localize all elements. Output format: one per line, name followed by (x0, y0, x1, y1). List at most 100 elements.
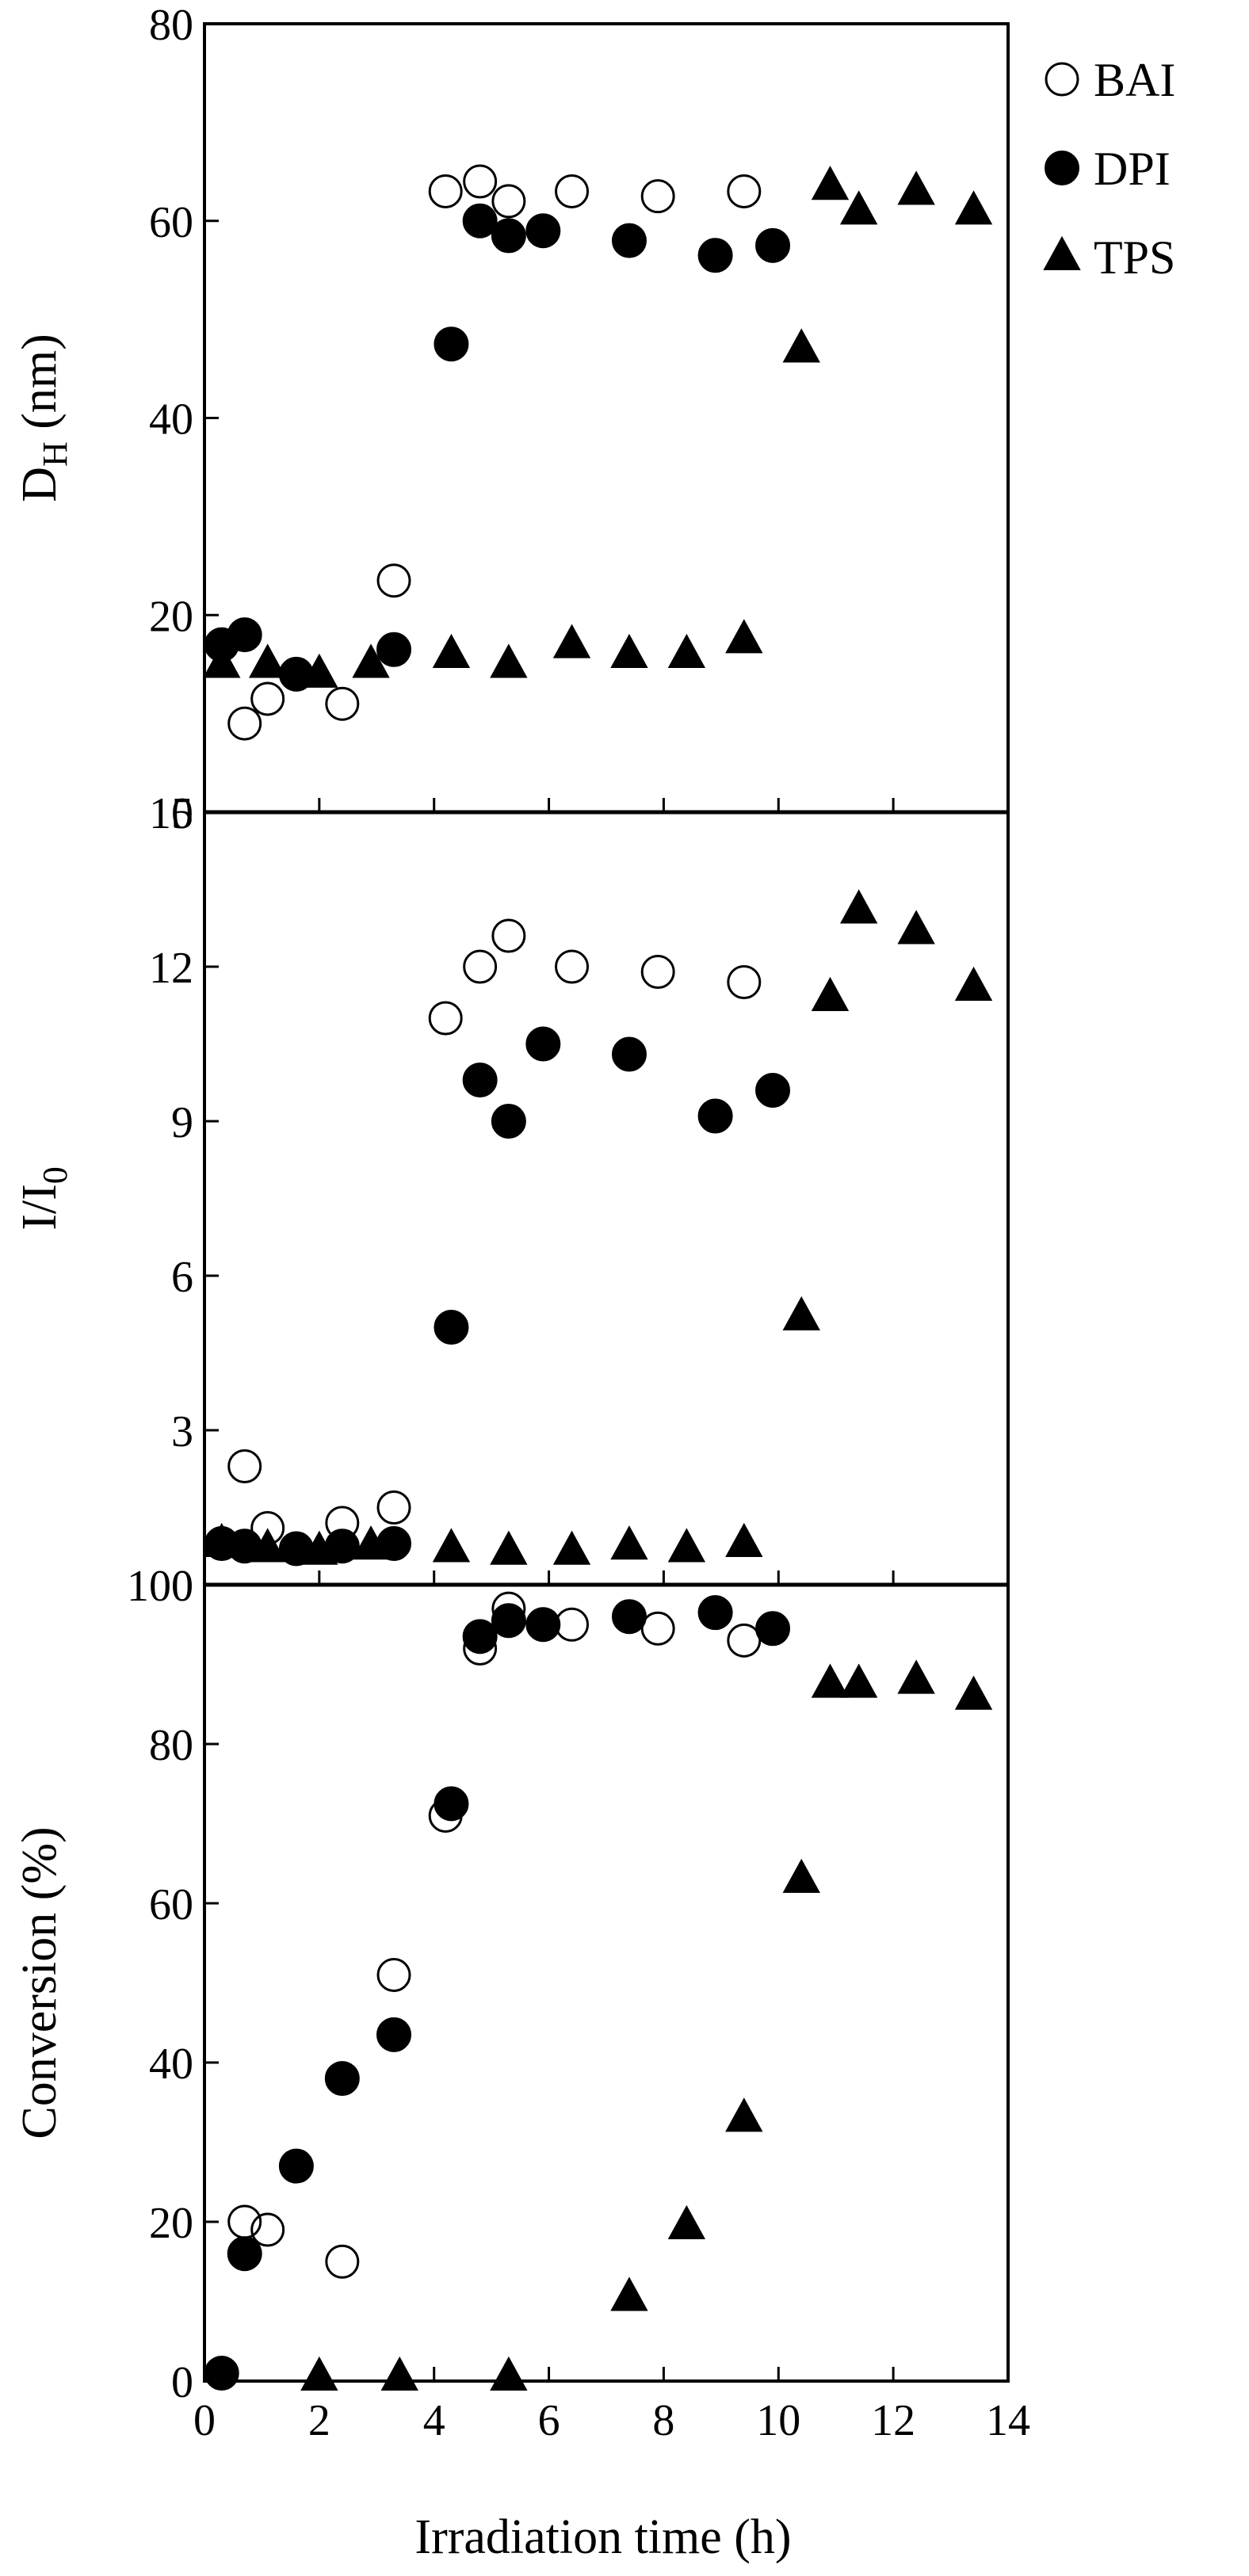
x-tick-label: 4 (423, 2396, 445, 2445)
data-point-dpi (278, 2148, 314, 2184)
data-point-tps (954, 190, 993, 225)
data-point-tps (811, 976, 850, 1011)
data-point-bai (463, 164, 498, 199)
data-point-tps (300, 653, 338, 688)
y-tick-label: 20 (149, 592, 193, 641)
legend-marker-bai (1045, 62, 1079, 97)
data-point-tps (725, 1522, 763, 1557)
data-point-dpi (611, 223, 647, 258)
legend-label: DPI (1094, 143, 1171, 195)
data-point-tps (248, 643, 287, 678)
data-point-bai (325, 686, 360, 721)
data-point-dpi (204, 2355, 239, 2391)
data-point-tps (610, 2276, 648, 2311)
data-point-tps (725, 2097, 763, 2132)
y-axis-label-unit: (nm) (13, 334, 67, 441)
y-tick-label: 60 (149, 1880, 193, 1929)
data-point-dpi (697, 1098, 733, 1134)
y-axis-label: DH (nm) (13, 334, 74, 502)
data-point-tps (552, 624, 591, 658)
series-dpi (204, 1026, 791, 1567)
y-tick-label: 60 (149, 198, 193, 247)
data-point-bai (227, 2204, 262, 2239)
series-tps (203, 889, 993, 1565)
data-point-bai (727, 965, 762, 999)
data-point-bai (428, 174, 463, 208)
data-point-tps (667, 2204, 706, 2240)
data-point-bai (227, 1449, 262, 1483)
data-point-tps (610, 1525, 648, 1560)
y-tick-label: 12 (149, 944, 193, 993)
data-point-tps (839, 889, 878, 924)
legend-marker-dpi (1045, 151, 1079, 185)
data-point-tps (782, 1296, 820, 1330)
data-point-tps (954, 966, 993, 1001)
data-point-bai (250, 2212, 285, 2247)
x-axis-label: Irradiation time (h) (414, 2510, 791, 2564)
data-point-tps (610, 633, 648, 668)
data-point-tps (248, 1528, 287, 1563)
data-point-tps (667, 1528, 706, 1563)
data-point-tps (203, 1522, 241, 1557)
series-dpi (204, 1595, 791, 2391)
data-point-tps (782, 328, 820, 363)
legend: BAI DPI TPS (1043, 54, 1175, 284)
y-axis-label-subscript: H (36, 441, 74, 467)
data-point-dpi (611, 1036, 647, 1072)
data-point-bai (227, 706, 262, 741)
data-point-dpi (324, 2061, 360, 2097)
panel-frame (203, 811, 1010, 1586)
data-point-dpi (525, 1026, 561, 1062)
data-point-bai (555, 949, 590, 984)
data-point-dpi (376, 632, 412, 667)
y-tick-label: 9 (171, 1098, 193, 1147)
y-tick-label: 0 (171, 1562, 193, 1611)
data-point-tps (897, 910, 935, 945)
data-point-dpi (376, 2017, 412, 2052)
x-tick-label: 14 (986, 2396, 1030, 2445)
data-point-dpi (462, 1063, 498, 1097)
y-axis-label-main: I/I (13, 1184, 67, 1231)
legend-item-dpi: DPI (1045, 143, 1171, 195)
panel-frame (203, 1583, 1010, 2383)
data-point-tps (897, 1659, 935, 1694)
data-point-bai (250, 681, 285, 716)
data-point-tps (954, 1675, 993, 1710)
y-tick-label: 20 (149, 2199, 193, 2248)
data-point-bai (640, 955, 675, 989)
data-point-bai (491, 184, 526, 219)
y-axis-label-subscript: 0 (36, 1166, 74, 1184)
panel-frame (203, 22, 1010, 814)
data-point-tps (490, 1530, 528, 1565)
data-point-bai (325, 2244, 360, 2279)
data-point-dpi (227, 2236, 262, 2272)
x-tick-label: 0 (193, 2396, 216, 2445)
legend-label: TPS (1094, 231, 1175, 284)
data-point-dpi (434, 1310, 469, 1345)
y-tick-label: 3 (171, 1407, 193, 1456)
y-tick-label: 0 (171, 789, 193, 838)
legend-item-tps: TPS (1043, 231, 1175, 284)
x-tick-label: 6 (538, 2396, 560, 2445)
panel-top: 0 20 40 60 80 DH (nm) (13, 1, 1010, 838)
x-tick-label: 10 (756, 2396, 800, 2445)
series-tps (300, 1659, 993, 2391)
y-tick-label: 15 (149, 789, 193, 838)
x-tick-label: 8 (652, 2396, 674, 2445)
data-point-bai (727, 1623, 762, 1658)
y-axis-label-main: D (13, 467, 67, 502)
data-point-bai (640, 179, 675, 214)
data-point-tps (782, 1858, 820, 1893)
data-point-bai (376, 1957, 411, 1992)
data-point-tps (811, 166, 850, 200)
data-point-tps (352, 1525, 390, 1560)
data-point-tps (490, 2356, 528, 2391)
y-axis-label: I/I0 (13, 1166, 74, 1231)
series-dpi (204, 203, 791, 692)
legend-marker-tps (1043, 235, 1081, 270)
data-point-tps (839, 190, 878, 225)
data-point-tps (380, 2356, 418, 2391)
